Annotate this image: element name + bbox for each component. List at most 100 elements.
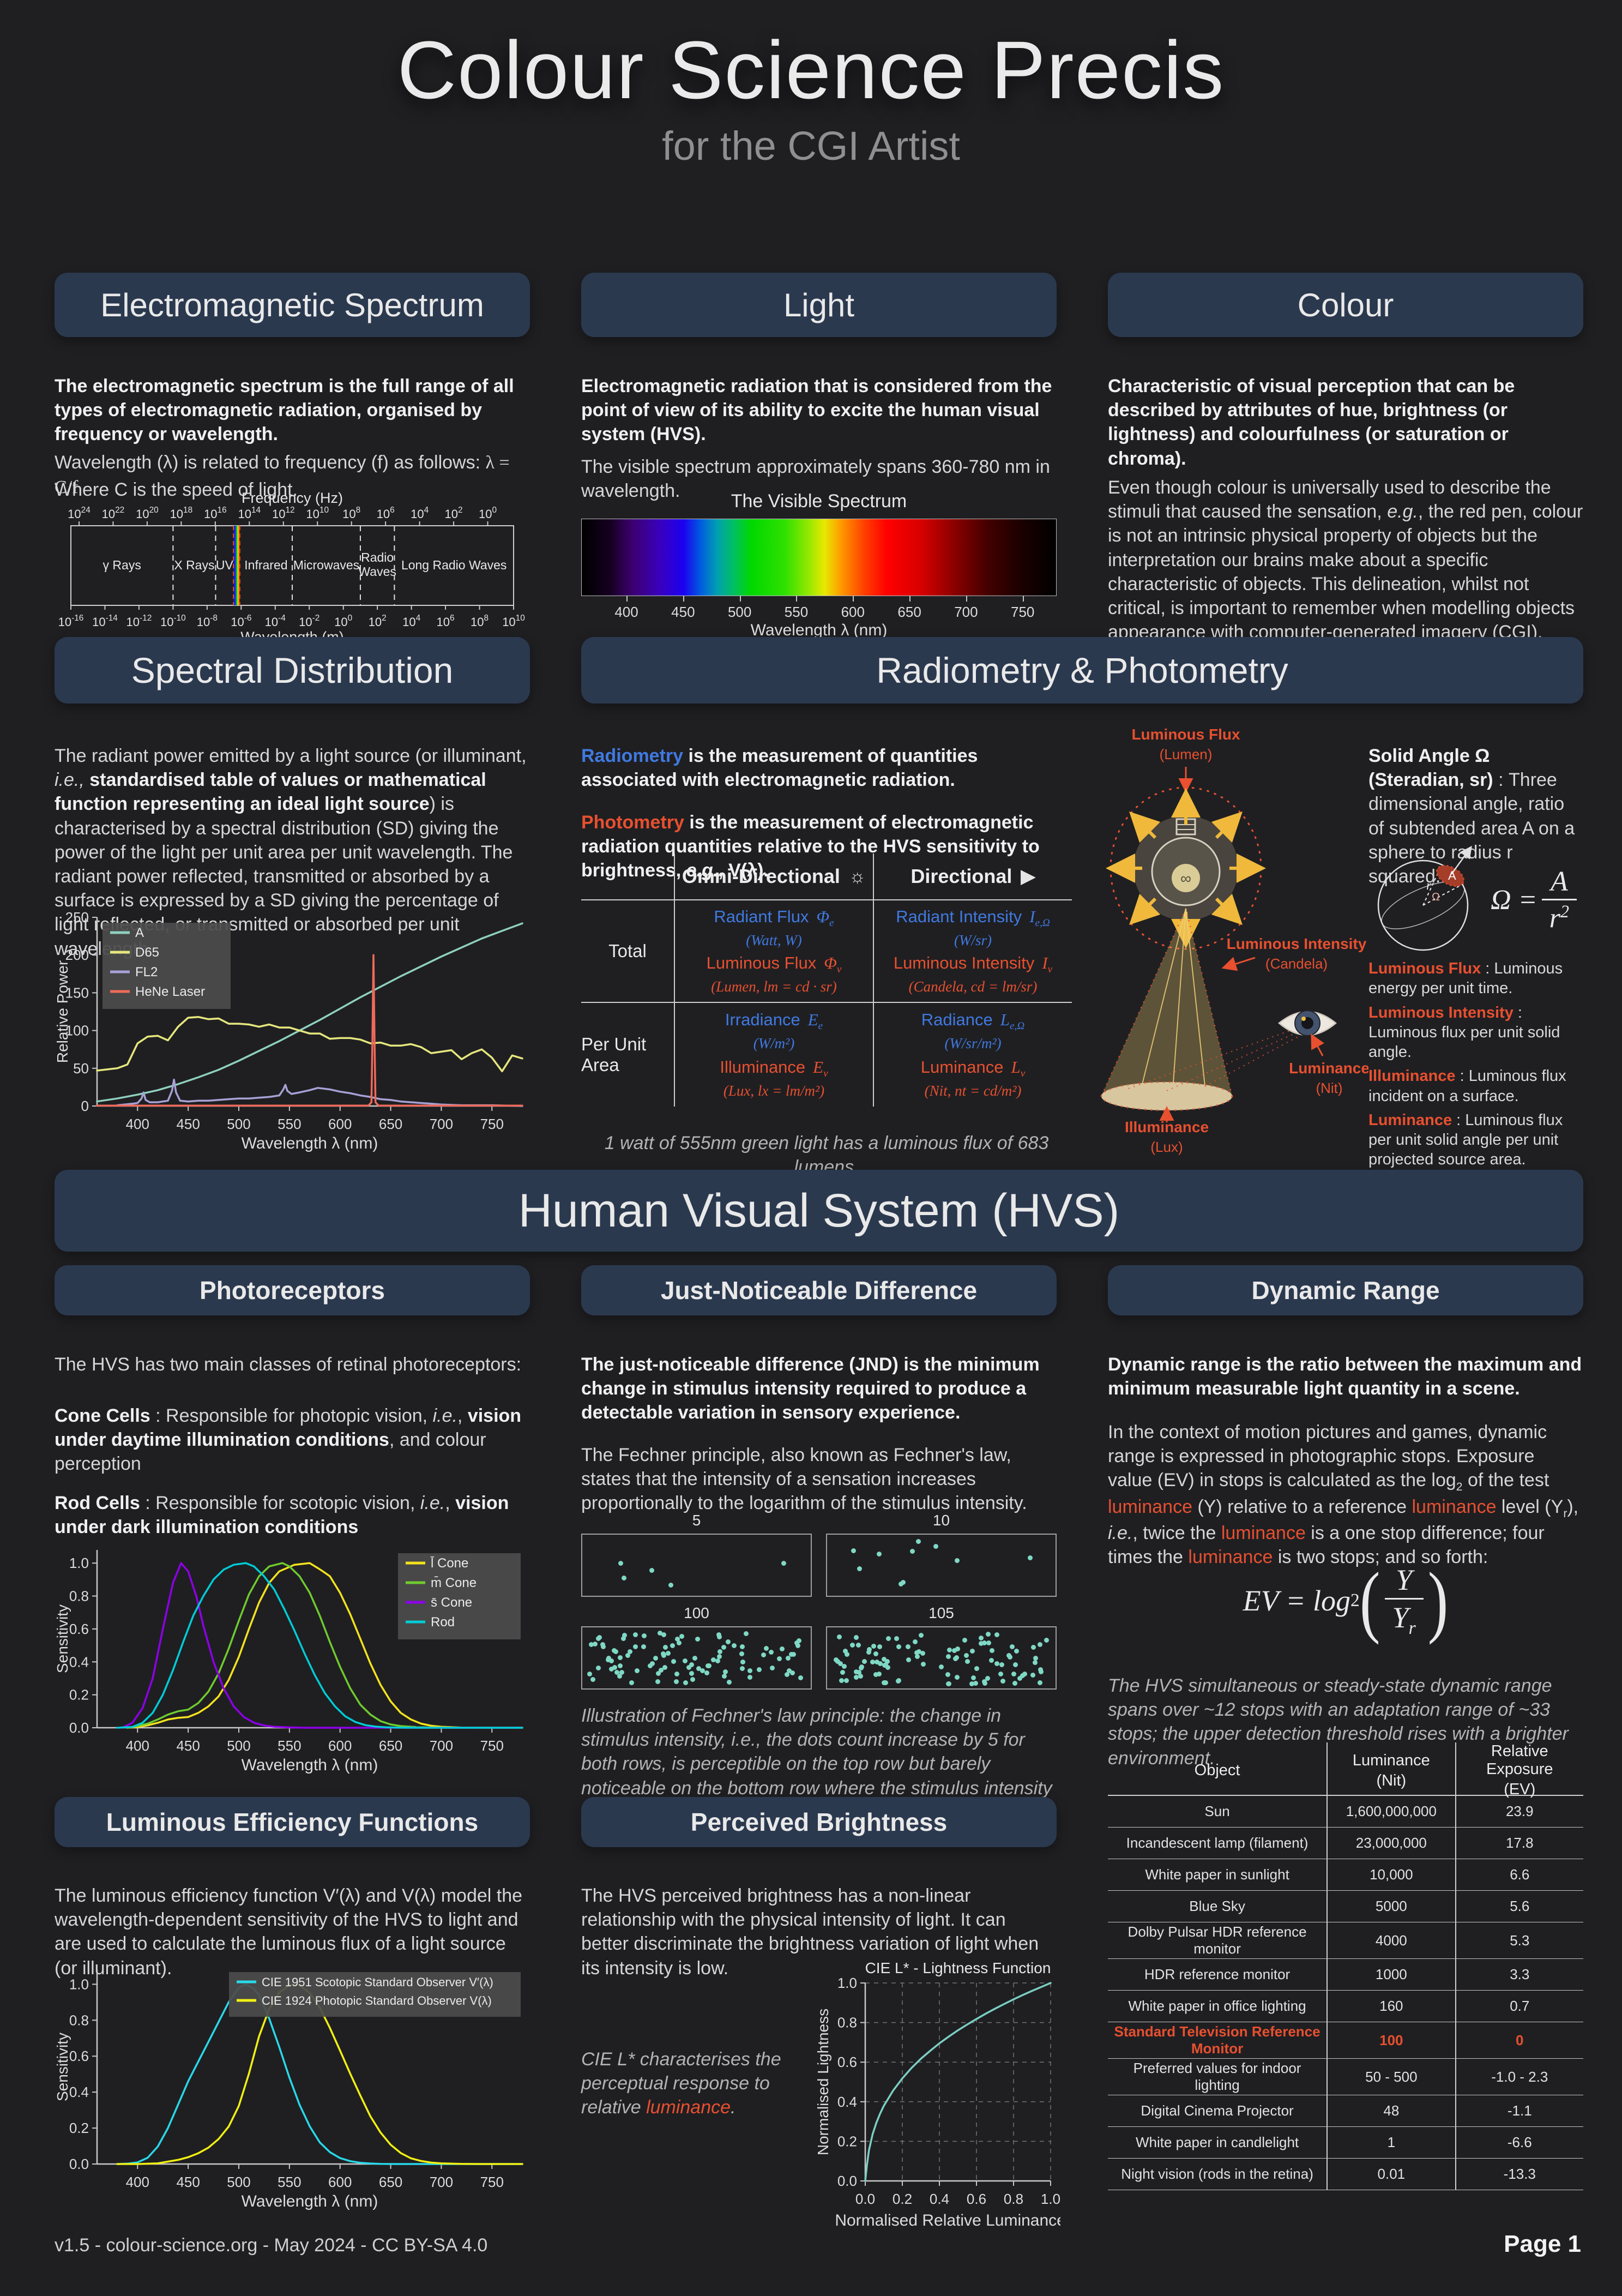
luminance: Luminance Lv (Nit, nt = cd/m²)	[920, 1057, 1026, 1099]
radiometry-paragraph: Radiometry is the measurement of quantit…	[581, 746, 978, 791]
svg-text:100: 100	[479, 506, 497, 521]
svg-text:0.6: 0.6	[837, 2054, 857, 2070]
pb-paragraph: The HVS perceived brightness has a non-l…	[581, 1885, 1039, 1979]
svg-text:10-6: 10-6	[231, 614, 251, 629]
svg-text:0.0: 0.0	[855, 2191, 875, 2207]
illuminance: Illuminance Ev (Lux, lx = lm/m²)	[720, 1057, 828, 1099]
jnd-panel-105: 105	[826, 1604, 1057, 1690]
colour-paragraph: Even though colour is universally used t…	[1108, 477, 1583, 643]
svg-text:450: 450	[176, 1116, 200, 1132]
svg-text:0.2: 0.2	[69, 1687, 89, 1703]
section-title: Photoreceptors	[200, 1276, 385, 1305]
light-paragraph: The visible spectrum approximately spans…	[581, 456, 1050, 502]
section-title: Perceived Brightness	[690, 1808, 948, 1836]
filament-icon: ∞	[1180, 870, 1191, 887]
column-header-object: Object	[1194, 1762, 1240, 1779]
svg-text:650: 650	[379, 1116, 402, 1132]
section-title: Human Visual System (HVS)	[518, 1184, 1120, 1237]
radiometry-table: Omni-Directional ☼ Directional ▶ Total R…	[581, 854, 1072, 1107]
section-header-hvs: Human Visual System (HVS)	[55, 1170, 1583, 1252]
svg-text:550: 550	[278, 2174, 301, 2190]
svg-text:104: 104	[402, 614, 420, 629]
svg-text:10-8: 10-8	[197, 614, 218, 629]
table-row: HDR reference monitor 1000 3.3	[1108, 1959, 1583, 1991]
svg-text:200: 200	[65, 947, 89, 963]
svg-text:1018: 1018	[170, 506, 193, 521]
em-spectrum-diagram: Frequency (Hz) 1024 1022 1020 1018 1016 1014 10…	[55, 490, 530, 648]
section-header-light: Light	[581, 273, 1057, 337]
svg-text:10-4: 10-4	[265, 614, 286, 629]
svg-text:0.0: 0.0	[837, 2173, 857, 2189]
luminous-intensity-unit: (Candela)	[1265, 955, 1328, 972]
jnd-dot-panels: 5 10 100 105	[581, 1512, 1057, 1690]
svg-text:1.0: 1.0	[69, 1555, 89, 1571]
luminance-label: Luminance	[1289, 1060, 1368, 1077]
section-header-electromagnetic-spectrum: Electromagnetic Spectrum	[55, 273, 530, 337]
svg-text:1014: 1014	[238, 506, 261, 521]
jnd-panel-5: 5	[581, 1512, 812, 1597]
visible-spectrum-chart: The Visible Spectrum 400 450 500 550 600 650 70…	[581, 491, 1057, 640]
svg-text:10-10: 10-10	[160, 614, 186, 629]
total-directional-cell: Radiant Intensity Ie,Ω (W/sr) Luminous In…	[873, 899, 1072, 1003]
svg-text:500: 500	[227, 1738, 250, 1754]
svg-text:700: 700	[430, 1738, 453, 1754]
svg-text:100: 100	[334, 614, 352, 629]
svg-text:700: 700	[430, 2174, 453, 2190]
directional-label: Directional	[911, 865, 1012, 887]
svg-text:0.6: 0.6	[69, 2048, 89, 2064]
svg-text:50: 50	[73, 1060, 89, 1077]
section-header-perceived-brightness: Perceived Brightness	[581, 1797, 1057, 1847]
svg-text:0.4: 0.4	[69, 1654, 89, 1670]
dr-lead-paragraph: Dynamic range is the ratio between the m…	[1108, 1354, 1582, 1399]
em-formula-paragraph: Wavelength (λ) is related to frequency (…	[55, 452, 510, 498]
svg-text:150: 150	[65, 984, 89, 1001]
svg-text:500: 500	[227, 2174, 250, 2190]
section-title: Radiometry & Photometry	[876, 650, 1288, 690]
svg-text:0.6: 0.6	[967, 2191, 986, 2207]
svg-text:650: 650	[379, 1738, 402, 1754]
page-title: Colour Science Precis	[397, 24, 1225, 116]
svg-text:100: 100	[65, 1023, 89, 1039]
area-omni-cell: Irradiance Ee (W/m²) Illuminance Ev (Lux, …	[674, 1003, 873, 1107]
em-formula-note: Where C is the speed of light.	[55, 479, 298, 500]
table-row: White paper in office lighting 160 0.7	[1108, 1991, 1583, 2022]
svg-text:106: 106	[437, 614, 455, 629]
svg-text:750: 750	[480, 2174, 504, 2190]
photoreceptor-sensitivity-chart: 400 450 500 550 600 650 700 750 0.0 0.2 0.4 0.6 0.8 1…	[54, 1538, 530, 1781]
svg-text:400: 400	[126, 1116, 149, 1132]
luminous-intensity-label: Luminous Intensity	[1227, 935, 1367, 952]
radius-label: r	[1426, 879, 1432, 893]
photometry-definitions: Luminous Flux : Luminous energy per unit…	[1368, 959, 1583, 1170]
svg-text:450: 450	[176, 1738, 200, 1754]
chart-title: The Visible Spectrum	[731, 491, 907, 512]
pb-note: CIE L* characterises the perceptual resp…	[581, 2049, 781, 2118]
section-title: Dynamic Range	[1251, 1276, 1440, 1305]
svg-text:1.0: 1.0	[837, 1975, 857, 1991]
omega-label: Ω	[1432, 891, 1440, 903]
svg-text:650: 650	[379, 2174, 402, 2190]
svg-text:750: 750	[480, 1116, 504, 1132]
omni-directional-header: Omni-Directional ☼	[674, 854, 873, 899]
page-subtitle: for the CGI Artist	[662, 123, 960, 169]
table-row: Incandescent lamp (filament) 23,000,000 …	[1108, 1828, 1583, 1859]
luminous-intensity: Luminous Intensity Iv (Candela, cd = lm/s…	[893, 953, 1053, 995]
svg-text:102: 102	[369, 614, 387, 629]
section-title: Electromagnetic Spectrum	[100, 286, 484, 323]
svg-text:1016: 1016	[204, 506, 227, 521]
svg-text:0.2: 0.2	[837, 2133, 857, 2149]
section-title: Spectral Distribution	[131, 650, 454, 690]
svg-text:10-16: 10-16	[58, 614, 84, 629]
light-lead-paragraph: Electromagnetic radiation that is consid…	[581, 376, 1052, 445]
svg-text:0.8: 0.8	[1004, 2191, 1023, 2207]
svg-text:γ Rays: γ Rays	[103, 558, 141, 572]
table-row: Digital Cinema Projector 48 -1.1	[1108, 2095, 1583, 2127]
spectral-distribution-chart: 400 450 500 550 600 650 700 750 0 50 100 150 200 250 W…	[54, 905, 530, 1159]
svg-text:CIE 1951 Scotopic Standard Obs: CIE 1951 Scotopic Standard Observer V′(λ…	[262, 1975, 493, 1989]
svg-text:Long Radio Waves: Long Radio Waves	[401, 558, 507, 572]
luminance-rays	[1128, 1027, 1304, 1091]
section-title: Luminous Efficiency Functions	[106, 1808, 479, 1836]
svg-text:CIE 1924 Photopic Standard Obs: CIE 1924 Photopic Standard Observer V(λ)	[262, 1994, 492, 2008]
svg-text:Normalised Lightness: Normalised Lightness	[815, 2009, 831, 2155]
svg-text:1010: 1010	[306, 506, 329, 521]
